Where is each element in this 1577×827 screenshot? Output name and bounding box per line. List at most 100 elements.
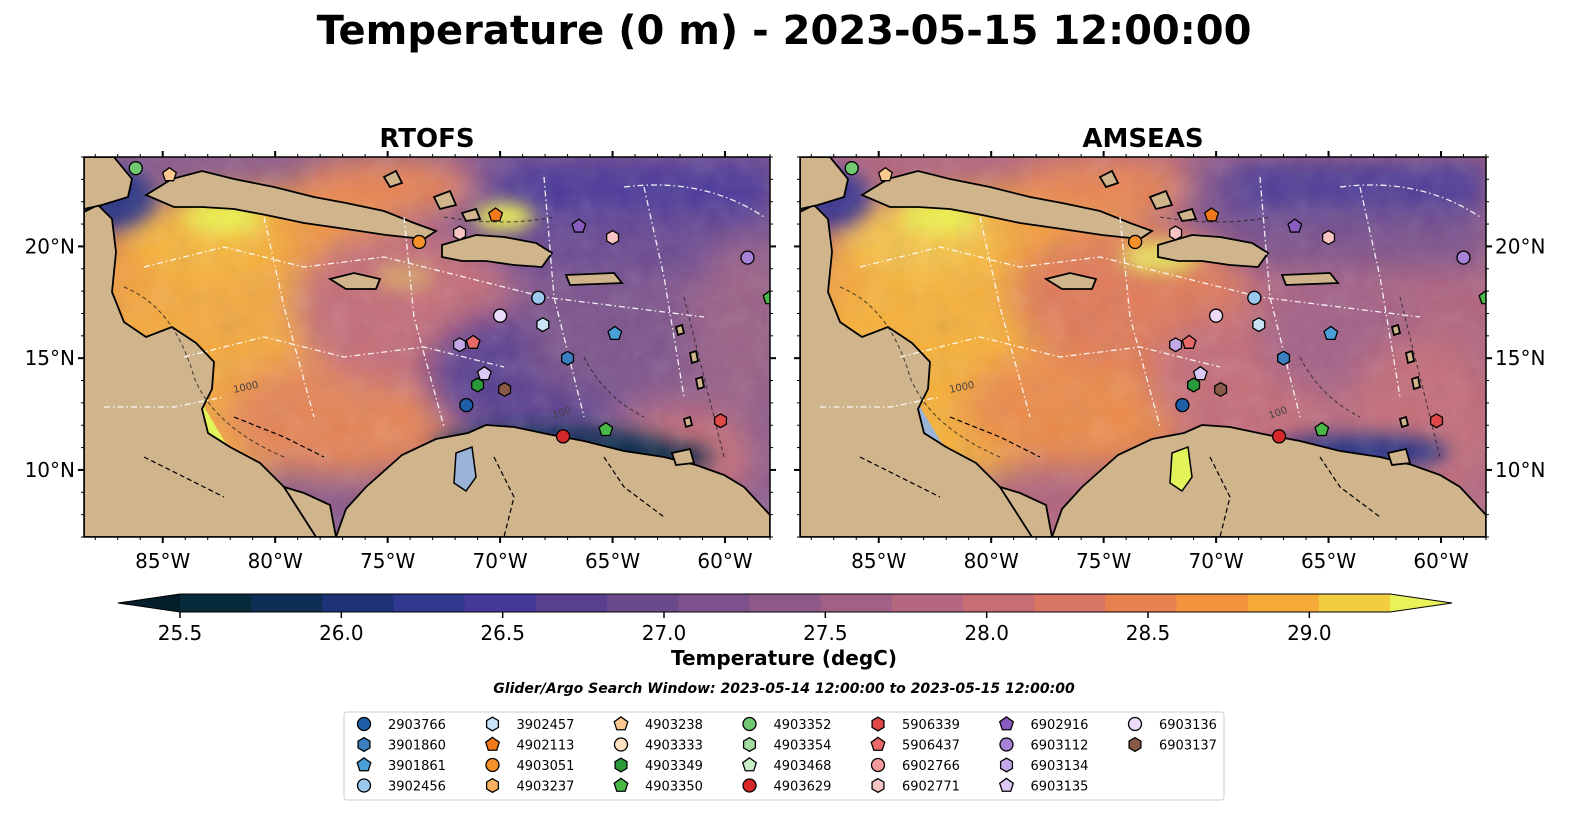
colorbar-tick-label: 26.5 — [480, 621, 525, 645]
legend-marker — [742, 778, 757, 793]
float-marker — [1314, 421, 1330, 437]
colorbar-tick-label: 26.0 — [319, 621, 364, 645]
float-marker — [1181, 334, 1197, 349]
legend-label: 4903237 — [517, 780, 575, 795]
legend-label: 4903352 — [774, 718, 832, 733]
map-panel-rtofs: 1000 100 85°W 80°W 75°W 70°W 65°W 60°W20°N15°… — [25, 151, 776, 573]
float-marker — [598, 421, 614, 437]
float-marker — [555, 429, 571, 444]
float-marker — [1252, 317, 1266, 333]
legend-marker — [871, 777, 885, 794]
float-marker — [1287, 218, 1303, 233]
float-marker — [161, 166, 178, 182]
x-tick-label: 75°W — [360, 549, 415, 573]
colorbar-under-arrow — [118, 594, 180, 612]
legend-label: 4903468 — [774, 759, 832, 774]
float-markers — [128, 161, 770, 444]
float-marker — [498, 381, 512, 398]
float-marker — [536, 317, 550, 333]
legend-marker — [356, 778, 372, 793]
colorbar-bin — [464, 594, 537, 612]
panel-title-amseas: AMSEAS — [1082, 124, 1203, 154]
legend-label: 4903349 — [645, 759, 703, 774]
legend-marker — [485, 777, 500, 794]
float-markers — [844, 161, 1486, 444]
y-tick-label: 15°N — [25, 346, 75, 370]
legend-label: 6902766 — [902, 759, 960, 774]
float-marker — [1456, 250, 1471, 265]
float-marker — [1127, 234, 1143, 250]
x-tick-label: 70°W — [472, 549, 527, 573]
float-marker — [1175, 397, 1190, 413]
legend-marker — [357, 736, 371, 753]
legend-marker — [999, 737, 1014, 752]
legend-marker — [999, 757, 1014, 773]
axis-ticks: 85°W 80°W 75°W 70°W 65°W 60°W 20°N 15°N 10°N — [25, 151, 776, 573]
legend-marker — [356, 716, 372, 732]
legend-marker — [485, 716, 500, 732]
float-marker — [1169, 337, 1183, 353]
legend-label: 6903137 — [1159, 739, 1217, 754]
legend-label: 6902916 — [1031, 718, 1089, 733]
legend-label: 4903354 — [774, 739, 832, 754]
float-marker — [607, 325, 623, 341]
legend-label: 4903350 — [645, 780, 703, 795]
colorbar-tick-label: 25.5 — [158, 621, 203, 645]
eez-boundaries — [820, 176, 1481, 428]
float-marker — [1192, 365, 1208, 381]
eez-boundaries — [104, 176, 765, 428]
legend-marker — [742, 716, 757, 732]
float-marker — [465, 334, 481, 349]
float-marker — [1187, 377, 1201, 393]
legend-marker — [485, 757, 500, 773]
lake-maracaibo — [1169, 445, 1193, 493]
colorbar-bin — [1176, 594, 1249, 612]
legend-label: 4903333 — [645, 739, 703, 754]
float-marker — [1277, 350, 1291, 366]
x-tick-label: 85°W — [135, 549, 190, 573]
legend-marker — [1128, 736, 1142, 753]
colorbar-bin — [678, 594, 751, 612]
country-borders — [143, 416, 665, 537]
float-marker — [713, 413, 728, 429]
legend: 2903766 3901860 3901861 3902456 3902457 49021… — [356, 716, 1217, 795]
colorbar-bin — [820, 594, 893, 612]
axis-ticks: 85°W 80°W 75°W 70°W 65°W 60°W 20°N 15°N 10°N — [794, 151, 1545, 573]
map-frame — [799, 156, 1487, 538]
colorbar-tick-label: 28.5 — [1126, 621, 1171, 645]
x-tick-label: 65°W — [1301, 549, 1356, 573]
y-tick-label: 20°N — [1495, 234, 1545, 258]
legend-marker — [356, 757, 372, 772]
colorbar-bin — [322, 594, 395, 612]
legend-label: 6903112 — [1031, 739, 1089, 754]
float-marker — [476, 365, 492, 381]
colorbar-tick-label: 28.0 — [964, 621, 1009, 645]
float-marker — [1323, 325, 1339, 341]
colorbar-bin — [607, 594, 679, 612]
legend-marker — [1127, 716, 1143, 732]
search-window-caption: Glider/Argo Search Window: 2023-05-14 12… — [493, 681, 1075, 697]
contour-label: 1000 — [232, 380, 259, 396]
float-marker — [453, 225, 467, 241]
colorbar-bin — [251, 594, 323, 612]
colorbar-bin — [962, 594, 1035, 612]
float-marker — [844, 161, 859, 176]
x-tick-label: 75°W — [1076, 549, 1131, 573]
y-tick-label: 20°N — [25, 234, 75, 258]
float-marker — [877, 166, 894, 182]
float-marker — [1214, 381, 1228, 398]
y-tick-label: 10°N — [25, 458, 75, 482]
colorbar-bin — [393, 594, 466, 612]
legend-marker — [741, 757, 758, 772]
x-tick-label: 85°W — [851, 549, 906, 573]
legend-marker — [484, 736, 501, 751]
legend-label: 6902771 — [902, 780, 960, 795]
contour-label: 1000 — [948, 380, 975, 396]
colorbar-bin — [1034, 594, 1106, 612]
legend-marker — [613, 737, 629, 752]
legend-marker — [998, 777, 1015, 792]
colorbar-tick-label: 27.0 — [642, 621, 687, 645]
colorbar-bin — [1247, 594, 1320, 612]
float-marker — [1478, 289, 1486, 305]
float-marker — [1169, 225, 1183, 241]
